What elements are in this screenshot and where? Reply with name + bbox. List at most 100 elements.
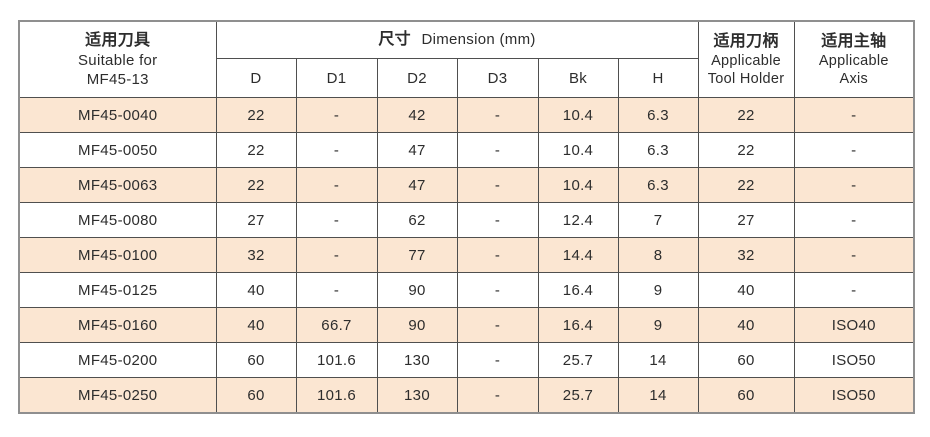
cell-value: 77 <box>376 237 458 273</box>
cell-value: 27 <box>215 202 297 238</box>
cell-value: - <box>793 272 915 308</box>
cell-value: - <box>295 237 378 273</box>
table-row: MF45-0040 22-42-10.4 6.3 22- <box>18 97 915 133</box>
header-tool-holder-en2: Tool Holder <box>707 70 785 87</box>
cell-value: 16.4 <box>537 307 619 343</box>
header-tool-holder: 适用刀柄 Applicable Tool Holder <box>697 20 795 98</box>
cell-value: 14.4 <box>537 237 619 273</box>
cell-value: 25.7 <box>537 377 619 414</box>
table-row: MF45-0125 40-90-16.4 9 40- <box>18 272 915 308</box>
cell-value: 90 <box>376 272 458 308</box>
header-dim-h: H <box>617 58 699 98</box>
cell-value: 6.3 <box>617 97 699 133</box>
cell-model: MF45-0100 <box>18 237 217 273</box>
cell-value: - <box>456 307 539 343</box>
cell-value: 22 <box>215 97 297 133</box>
cell-value: 40 <box>697 272 795 308</box>
cell-value: 22 <box>697 132 795 168</box>
cell-model: MF45-0080 <box>18 202 217 238</box>
cell-value: ISO50 <box>793 342 915 378</box>
cell-value: 62 <box>376 202 458 238</box>
cell-value: 6.3 <box>617 167 699 203</box>
cell-value: 130 <box>376 342 458 378</box>
cell-value: 47 <box>376 167 458 203</box>
cell-value: ISO40 <box>793 307 915 343</box>
cell-value: - <box>793 167 915 203</box>
cell-value: ISO50 <box>793 377 915 414</box>
cell-value: 6.3 <box>617 132 699 168</box>
cell-value: 9 <box>617 307 699 343</box>
cell-model: MF45-0200 <box>18 342 217 378</box>
cell-value: 60 <box>697 342 795 378</box>
cell-value: 60 <box>215 342 297 378</box>
table-row: MF45-0160 40 66.7 90-16.4 9 40 ISO40 <box>18 307 915 343</box>
table-row: MF45-0250 60 101.6 130-25.7 14 60 ISO50 <box>18 377 915 414</box>
cell-value: - <box>295 167 378 203</box>
header-dim-bk: Bk <box>537 58 619 98</box>
cell-value: 40 <box>215 307 297 343</box>
cell-value: 60 <box>697 377 795 414</box>
header-dimension: 尺寸 Dimension (mm) <box>215 20 699 59</box>
header-row-1: 适用刀具 Suitable for MF45-13 尺寸 Dimension (… <box>18 20 915 98</box>
cell-model: MF45-0250 <box>18 377 217 414</box>
cell-value: 10.4 <box>537 97 619 133</box>
header-dim-d3: D3 <box>456 58 539 98</box>
cell-value: 101.6 <box>295 377 378 414</box>
cell-model: MF45-0063 <box>18 167 217 203</box>
cell-value: - <box>793 237 915 273</box>
cell-value: - <box>295 132 378 168</box>
cell-value: - <box>456 272 539 308</box>
table-row: MF45-0200 60 101.6 130-25.7 14 60 ISO50 <box>18 342 915 378</box>
header-dim-d2: D2 <box>376 58 458 98</box>
cell-value: 10.4 <box>537 167 619 203</box>
table-row: MF45-0050 22-47-10.4 6.3 22- <box>18 132 915 168</box>
spec-table-container: 适用刀具 Suitable for MF45-13 尺寸 Dimension (… <box>18 20 916 414</box>
cell-value: - <box>456 237 539 273</box>
cell-value: 101.6 <box>295 342 378 378</box>
cell-model: MF45-0050 <box>18 132 217 168</box>
header-axis: 适用主轴 Applicable Axis <box>793 20 915 98</box>
cell-value: 32 <box>215 237 297 273</box>
header-suitable-for-model: MF45-13 <box>86 70 149 88</box>
cell-value: 27 <box>697 202 795 238</box>
table-row: MF45-0080 27-62-12.4 7 27- <box>18 202 915 238</box>
cell-model: MF45-0040 <box>18 97 217 133</box>
table-row: MF45-0063 22-47-10.4 6.3 22- <box>18 167 915 203</box>
cell-value: - <box>456 97 539 133</box>
cell-value: 40 <box>215 272 297 308</box>
cell-value: 7 <box>617 202 699 238</box>
cell-value: - <box>793 202 915 238</box>
cell-value: 16.4 <box>537 272 619 308</box>
cell-value: 130 <box>376 377 458 414</box>
header-dim-d1: D1 <box>295 58 378 98</box>
cell-value: 40 <box>697 307 795 343</box>
header-suitable-for-en: Suitable for <box>78 51 158 69</box>
dimension-spec-table: 适用刀具 Suitable for MF45-13 尺寸 Dimension (… <box>18 20 916 414</box>
cell-value: 9 <box>617 272 699 308</box>
cell-value: 90 <box>376 307 458 343</box>
header-axis-en2: Axis <box>839 70 869 87</box>
cell-value: - <box>456 132 539 168</box>
cell-value: 8 <box>617 237 699 273</box>
cell-value: 22 <box>215 167 297 203</box>
cell-value: 60 <box>215 377 297 414</box>
cell-value: 14 <box>617 342 699 378</box>
cell-value: - <box>295 202 378 238</box>
cell-value: 22 <box>697 167 795 203</box>
header-tool-holder-zh: 适用刀柄 <box>713 32 779 50</box>
table-row: MF45-0100 32-77-14.4 8 32- <box>18 237 915 273</box>
header-dimension-zh: 尺寸 <box>378 31 411 48</box>
cell-value: 32 <box>697 237 795 273</box>
cell-value: 10.4 <box>537 132 619 168</box>
cell-value: - <box>793 97 915 133</box>
header-dim-d: D <box>215 58 297 98</box>
cell-value: 66.7 <box>295 307 378 343</box>
cell-value: - <box>295 272 378 308</box>
cell-value: - <box>456 342 539 378</box>
header-suitable-for-zh: 适用刀具 <box>85 31 151 49</box>
header-suitable-for: 适用刀具 Suitable for MF45-13 <box>18 20 217 98</box>
cell-value: 12.4 <box>537 202 619 238</box>
cell-value: 22 <box>697 97 795 133</box>
cell-value: - <box>456 202 539 238</box>
header-tool-holder-en1: Applicable <box>711 52 781 69</box>
